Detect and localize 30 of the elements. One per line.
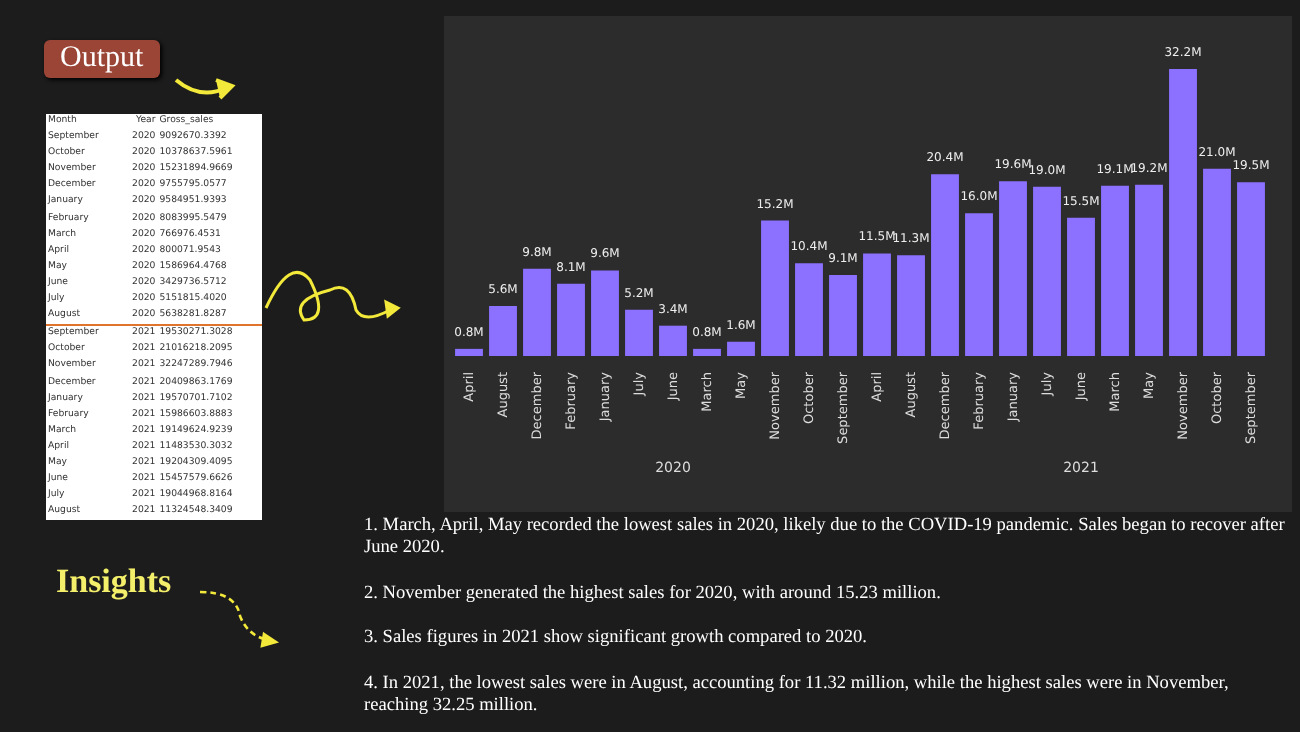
text: 2. November generated the highest sales for 2020, with around 15.23 million. bbox=[364, 583, 943, 605]
bar bbox=[999, 181, 1027, 356]
text: Insights bbox=[56, 562, 172, 602]
bar bbox=[489, 306, 517, 356]
bar bbox=[1135, 184, 1163, 356]
bar bbox=[557, 283, 585, 356]
bar bbox=[863, 253, 891, 356]
bar bbox=[897, 255, 925, 356]
bar bbox=[591, 270, 619, 356]
bar bbox=[727, 341, 755, 356]
bar bbox=[1067, 217, 1095, 356]
bar bbox=[693, 348, 721, 356]
bar bbox=[1101, 185, 1129, 356]
text: 4. In 2021, the lowest sales were in August, accounting for 11.32 million, while the highest sales were in November, reaching 32.25 million. bbox=[364, 673, 1231, 717]
text: 1. March, April, May recorded the lowest sales in 2020, likely due to the COVID-19 pandemic. Sales began to recover after June 2020. bbox=[364, 516, 1287, 560]
text: 3. Sales figures in 2021 show significant growth compared to 2020. bbox=[364, 628, 869, 650]
bar bbox=[761, 220, 789, 356]
bar bbox=[523, 268, 551, 356]
bar bbox=[1203, 168, 1231, 356]
bar bbox=[1237, 182, 1265, 356]
bar bbox=[829, 274, 857, 356]
text: Output bbox=[44, 40, 160, 78]
bar bbox=[625, 309, 653, 356]
bar bbox=[1169, 68, 1197, 356]
bar bbox=[1033, 186, 1061, 356]
bar bbox=[965, 213, 993, 356]
bar bbox=[931, 174, 959, 356]
bar bbox=[795, 263, 823, 356]
bar bbox=[455, 348, 483, 356]
bar bbox=[659, 325, 687, 356]
